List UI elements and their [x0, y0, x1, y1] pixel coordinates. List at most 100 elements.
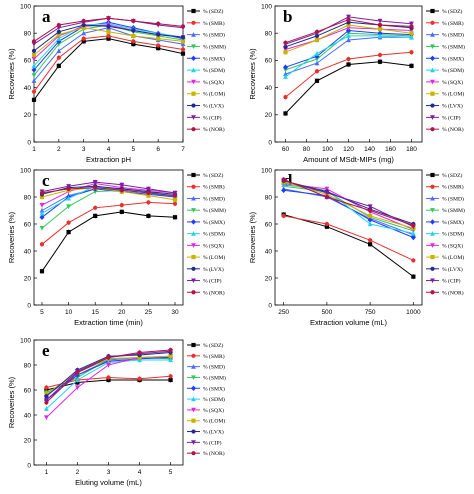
data-point: [146, 213, 151, 218]
data-point: [131, 33, 136, 39]
data-point: [283, 50, 288, 55]
data-point: [106, 24, 111, 29]
data-point: [377, 22, 383, 28]
data-point: [31, 56, 37, 62]
legend-label: % (LOM): [442, 254, 464, 261]
legend-marker: [191, 243, 196, 248]
y-tick-label: 80: [24, 194, 32, 201]
series-% (SDZ): [31, 36, 186, 103]
legend-label: % (SMM): [442, 43, 465, 50]
legend-marker: [191, 385, 196, 391]
data-point: [56, 63, 61, 68]
x-tick-label: 180: [406, 146, 417, 153]
data-point: [156, 46, 161, 51]
legend-label: % (SDM): [203, 231, 225, 238]
data-point: [44, 415, 49, 420]
data-point: [281, 213, 286, 218]
legend-marker: [191, 55, 196, 61]
y-tick-label: 60: [265, 221, 273, 228]
data-point: [168, 347, 173, 353]
data-point: [31, 63, 37, 68]
data-point: [39, 225, 45, 231]
panel-letter: c: [42, 171, 50, 190]
x-tick-label: 3: [82, 146, 86, 153]
legend-marker: [430, 184, 435, 189]
data-point: [39, 190, 45, 196]
plot-frame: [274, 169, 423, 306]
legend-label: % (LVX): [203, 103, 224, 110]
legend-label: % (SMX): [203, 55, 225, 62]
data-point: [346, 56, 351, 62]
legend-label: % (SMD): [442, 32, 464, 39]
legend-label: % (SDM): [203, 396, 225, 403]
legend: % (SDZ) % (SMR) % (SMD) % (SMM) % (SMX) % (SD…: [426, 8, 465, 133]
legend-marker: [191, 290, 196, 295]
panel-letter: e: [42, 341, 50, 360]
legend-marker: [430, 127, 435, 132]
x-tick-label: 5: [40, 309, 44, 316]
data-point: [66, 204, 71, 209]
legend-label: % (SDZ): [203, 172, 223, 179]
data-point: [106, 16, 111, 21]
y-tick-label: 60: [24, 221, 32, 228]
legend-marker: [191, 20, 196, 25]
legend: % (SDZ) % (SMR) % (SMD) % (SMM) % (SMX) % (SD…: [187, 342, 226, 457]
data-point: [131, 18, 136, 24]
legend-label: % (LOM): [203, 418, 225, 425]
series-line: [285, 36, 412, 75]
series-% (LOM): [31, 25, 186, 58]
y-tick-label: 40: [24, 412, 32, 419]
y-tick-label: 100: [261, 3, 272, 10]
data-point: [346, 37, 351, 43]
x-tick-label: 5: [132, 146, 136, 153]
data-point: [172, 201, 178, 206]
data-point: [409, 34, 414, 40]
data-point: [44, 394, 49, 399]
legend-marker: [191, 429, 196, 434]
legend-label: % (SMM): [203, 374, 226, 381]
data-point: [131, 41, 136, 47]
legend-label: % (NOR): [203, 450, 225, 457]
series-line: [283, 214, 414, 278]
data-point: [156, 32, 161, 37]
y-tick-label: 0: [268, 302, 272, 309]
legend-marker: [430, 44, 435, 49]
data-point: [146, 186, 151, 192]
series-line: [41, 181, 176, 194]
x-tick-label: 10: [65, 309, 73, 316]
legend-marker: [191, 8, 196, 14]
data-point: [119, 209, 124, 214]
data-point: [56, 22, 61, 28]
x-axis-title: Extraction time (min): [74, 318, 143, 327]
data-point: [31, 78, 37, 83]
data-point: [411, 223, 416, 228]
legend-marker: [191, 353, 196, 358]
legend-label: % (SQX): [203, 407, 224, 414]
data-point: [146, 190, 151, 196]
data-point: [31, 89, 37, 94]
data-point: [409, 31, 414, 36]
series-% (SMR): [283, 49, 414, 100]
data-point: [66, 195, 71, 201]
data-point: [39, 210, 45, 216]
x-tick-label: 500: [321, 309, 332, 316]
legend-label: % (LVX): [442, 266, 463, 273]
series-line: [285, 61, 412, 114]
legend-label: % (LOM): [442, 91, 464, 98]
legend-label: % (SQX): [203, 79, 224, 86]
data-point: [31, 67, 37, 73]
series-line: [283, 185, 414, 232]
data-point: [56, 25, 62, 31]
panel-a: a 1 2 3 4 5 6 7 0 20 40 60 80 100 Extraction pH Recover…: [7, 3, 226, 164]
legend-marker: [191, 418, 196, 423]
legend-label: % (SMM): [442, 207, 465, 214]
data-point: [66, 230, 71, 235]
legend-marker: [430, 79, 435, 85]
y-tick-label: 0: [268, 139, 272, 146]
data-point: [367, 204, 373, 209]
y-tick-label: 40: [265, 85, 273, 92]
series-line: [41, 211, 176, 272]
legend-marker: [430, 32, 435, 37]
data-point: [409, 50, 414, 55]
data-point: [39, 194, 45, 200]
